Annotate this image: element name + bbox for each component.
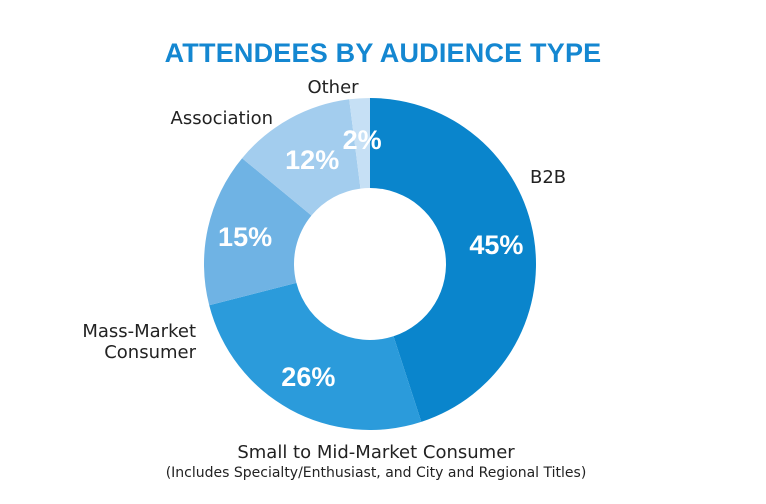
chart-title: ATTENDEES BY AUDIENCE TYPE [165,38,602,68]
category-label-b2b: B2B [530,167,566,188]
category-label-other: Other [307,77,359,98]
slice-small-to-mid-market-consumer [209,282,422,431]
category-label-mass-market-consumer: Mass-Market Consumer [82,321,196,363]
value-label-other: 2% [343,125,382,155]
value-label-small-to-mid-market-consumer: 26% [281,362,335,392]
value-label-mass-market-consumer: 15% [218,222,272,252]
value-labels: 45% 26% 15% 12%2% [218,125,523,392]
category-labels: B2B Small to Mid-Market Consumer Mass-Mark… [82,77,566,463]
donut-slices [203,98,537,431]
slice-b2b [370,98,537,422]
slice-association [242,99,361,216]
category-note: (Includes Specialty/Enthusiast, and City… [166,465,587,481]
value-label-b2b: 45% [469,230,523,260]
slice-other [349,98,370,189]
category-label-small-to-mid-market-consumer: Small to Mid-Market Consumer [237,442,515,463]
slice-mass-market-consumer [203,158,312,306]
category-label-association: Association [171,108,274,129]
value-label-association: 12% [285,145,339,175]
